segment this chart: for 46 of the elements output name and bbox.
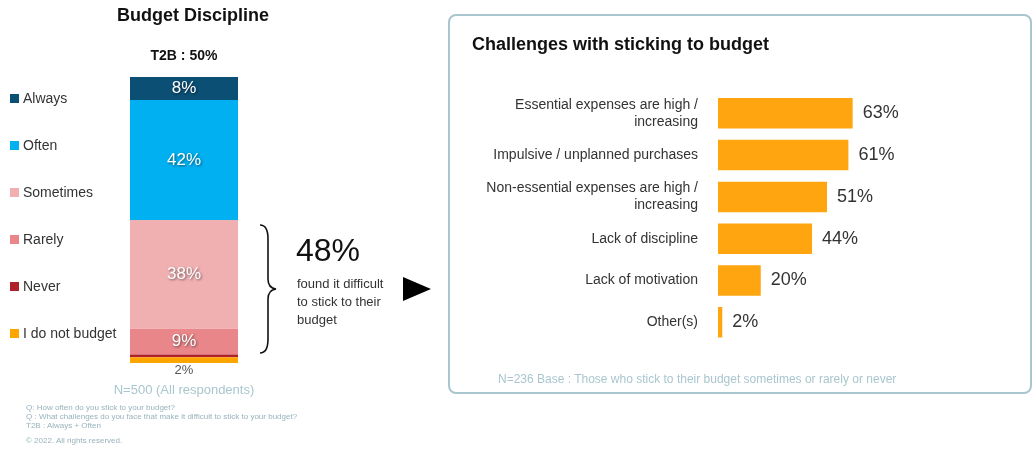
bar (130, 77, 238, 100)
legend-label: Always (23, 90, 68, 106)
bar (130, 354, 238, 358)
legend-label: Rarely (23, 231, 64, 247)
bar (718, 265, 761, 296)
data-label: 44% (822, 227, 859, 248)
text: Q: How often do you stick to your budget? (26, 403, 176, 412)
y-tick-label: Non-essential expenses are high / increasing (486, 179, 699, 213)
data-label: 38% (166, 264, 202, 284)
legend-label: Often (23, 137, 58, 153)
data-label: 61% (858, 144, 895, 165)
text: found it difficult to stick to their budget (297, 275, 385, 329)
chart-title: Challenges with sticking to budget (472, 34, 770, 55)
chart-title: Budget Discipline (116, 5, 270, 26)
data-label: 2% (174, 362, 194, 378)
chart-subtitle: T2B : 50% (149, 47, 219, 63)
text: N=500 (All respondents) (112, 382, 256, 397)
y-tick-label: Lack of discipline (591, 229, 699, 246)
data-label: 2% (732, 311, 759, 332)
y-tick-label: Lack of motivation (585, 271, 698, 288)
bar (130, 328, 238, 355)
data-label: 9% (171, 331, 197, 351)
data-label: 42% (166, 149, 202, 169)
bar (130, 99, 238, 220)
data-label: 20% (770, 269, 807, 290)
data-label: 63% (862, 102, 899, 123)
y-tick-label: Impulsive / unplanned purchases (493, 145, 698, 162)
legend-label: I do not budget (23, 325, 117, 341)
bar (718, 139, 849, 171)
bar (130, 357, 238, 363)
bar (718, 181, 828, 213)
text: T2B : Always + Often (26, 421, 102, 430)
legend-label: Never (23, 278, 61, 294)
text: 48% (296, 232, 361, 269)
text: N=236 Base : Those who stick to their budget sometimes or rarely or never (498, 372, 897, 386)
y-tick-label: Essential expenses are high / increasing (515, 95, 699, 129)
legend-label: Sometimes (23, 184, 94, 200)
data-label: 51% (837, 185, 874, 206)
text: © 2022. All rights reserved. (26, 436, 124, 445)
data-label: 8% (171, 78, 197, 98)
bar (718, 98, 853, 129)
text: Q : What challenges do you face that make it difficult to stick to your budget? (26, 412, 298, 421)
bar (130, 220, 238, 329)
y-tick-label: Other(s) (646, 313, 698, 330)
bar (718, 223, 813, 254)
bar (718, 307, 723, 338)
